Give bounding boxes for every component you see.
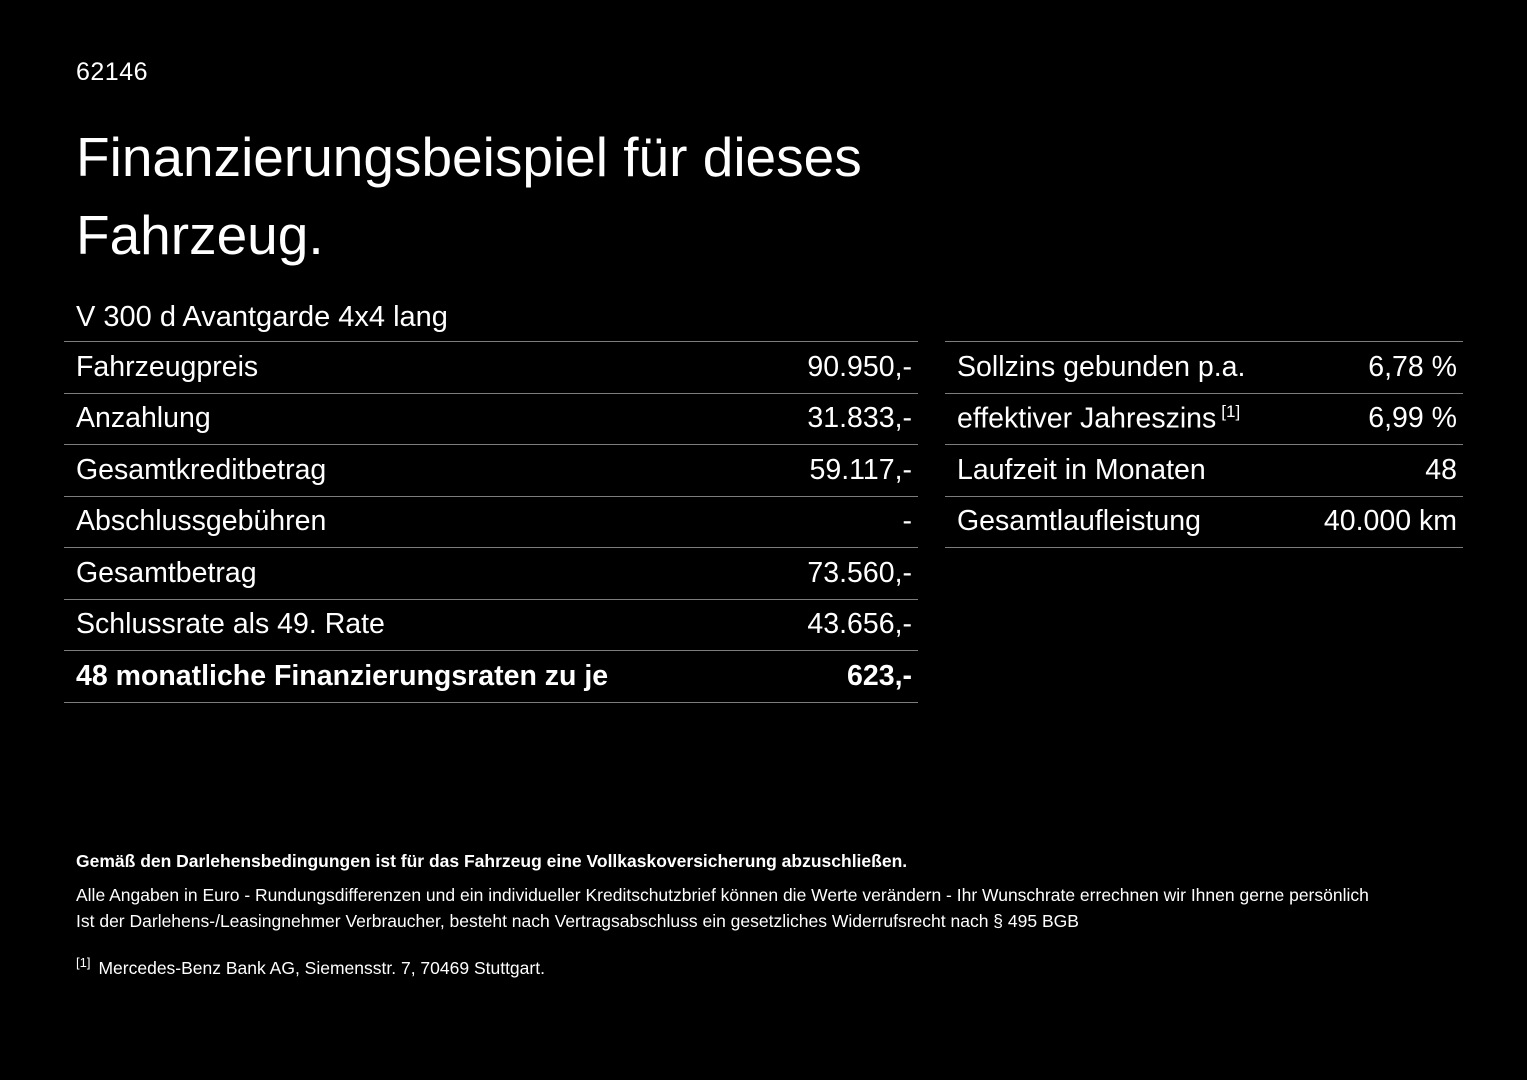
page-title: Finanzierungsbeispiel für dieses Fahrzeu… (76, 118, 862, 274)
footnote-ref-text: Mercedes-Benz Bank AG, Siemensstr. 7, 70… (98, 957, 545, 978)
disclaimer-note-2: Ist der Darlehens-/Leasingnehmer Verbrau… (76, 911, 1079, 931)
table-row-gesamtbetrag: Gesamtbetrag 73.560,- (64, 548, 918, 600)
row-label: Gesamtkreditbetrag (76, 453, 327, 486)
row-value: 623,- (847, 659, 912, 692)
row-label: Abschlussgebühren (76, 505, 327, 538)
footnote-reference: [1] Mercedes-Benz Bank AG, Siemensstr. 7,… (76, 950, 1466, 981)
document-id: 62146 (76, 58, 149, 86)
row-label: Anzahlung (76, 402, 211, 435)
footnote-ref-marker: [1] (76, 955, 91, 970)
vehicle-name: V 300 d Avantgarde 4x4 lang (76, 301, 448, 333)
row-label: Fahrzeugpreis (76, 350, 259, 383)
row-value: 90.950,- (807, 350, 912, 383)
row-label: Sollzins gebunden p.a. (957, 350, 1246, 383)
financing-table-left: Fahrzeugpreis 90.950,- Anzahlung 31.833,… (64, 341, 918, 703)
row-label: Gesamtlaufleistung (957, 505, 1201, 538)
row-value: 59.117,- (809, 453, 912, 486)
financing-table-right: Sollzins gebunden p.a. 6,78 % effektiver… (945, 341, 1463, 548)
table-row-laufzeit: Laufzeit in Monaten 48 (945, 445, 1463, 497)
table-row-gesamtkreditbetrag: Gesamtkreditbetrag 59.117,- (64, 445, 918, 497)
row-label: Laufzeit in Monaten (957, 453, 1206, 486)
row-value: 31.833,- (807, 402, 912, 435)
row-value: 40.000 km (1323, 505, 1457, 538)
table-row-effektiver-jahreszins: effektiver Jahreszins [1] 6,99 % (945, 394, 1463, 445)
row-value: 73.560,- (807, 556, 912, 589)
table-row-gesamtlaufleistung: Gesamtlaufleistung 40.000 km (945, 497, 1463, 548)
row-value: 43.656,- (807, 608, 912, 641)
row-value: 48 (1425, 453, 1457, 486)
insurance-note: Gemäß den Darlehensbedingungen ist für d… (76, 851, 908, 871)
row-label: 48 monatliche Finanzierungsraten zu je (76, 659, 609, 692)
footnotes: Gemäß den Darlehensbedingungen ist für d… (76, 848, 1466, 981)
page-title-line1: Finanzierungsbeispiel für dieses (76, 126, 862, 188)
footnote-marker: [1] (1221, 402, 1241, 421)
page-title-line2: Fahrzeug. (76, 204, 324, 266)
row-label: Gesamtbetrag (76, 556, 257, 589)
table-row-schlussrate: Schlussrate als 49. Rate 43.656,- (64, 600, 918, 651)
table-row-abschlussgebuehren: Abschlussgebühren - (64, 497, 918, 548)
table-row-monatliche-raten: 48 monatliche Finanzierungsraten zu je 6… (64, 651, 918, 703)
table-row-anzahlung: Anzahlung 31.833,- (64, 394, 918, 445)
table-row-sollzins: Sollzins gebunden p.a. 6,78 % (945, 342, 1463, 394)
table-row-fahrzeugpreis: Fahrzeugpreis 90.950,- (64, 342, 918, 394)
disclaimer-note-1: Alle Angaben in Euro - Rundungsdifferenz… (76, 885, 1369, 905)
row-label: Schlussrate als 49. Rate (76, 608, 385, 641)
row-label: effektiver Jahreszins [1] (957, 402, 1241, 435)
row-value: - (902, 505, 913, 538)
row-value: 6,99 % (1368, 402, 1457, 435)
row-value: 6,78 % (1368, 350, 1457, 383)
